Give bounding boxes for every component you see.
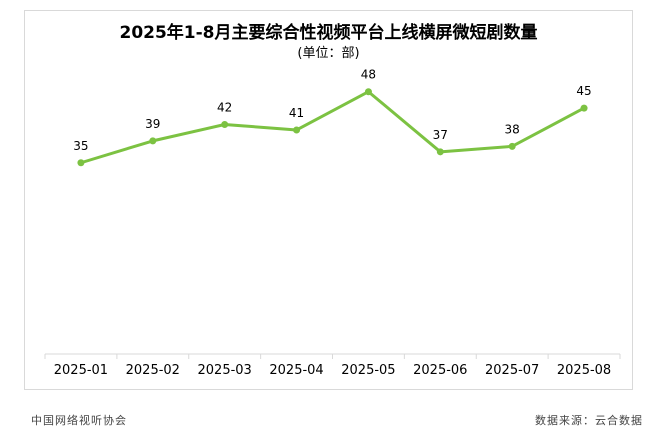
data-label: 39 [145, 117, 160, 131]
series-line [80, 90, 585, 165]
data-point [364, 88, 372, 96]
data-point [221, 121, 229, 128]
data-label: 37 [433, 128, 448, 142]
chart-frame [24, 10, 633, 390]
data-point [508, 142, 516, 150]
data-label: 38 [505, 122, 520, 136]
data-label: 35 [73, 139, 88, 153]
chart-subtitle: (单位：部) [297, 46, 360, 61]
data-label: 41 [289, 106, 304, 120]
data-label: 42 [217, 101, 232, 115]
data-point [293, 126, 301, 134]
x-tick-label: 2025-04 [269, 363, 323, 378]
footer-organization: 中国网络视听协会 [31, 414, 127, 427]
footer-source: 数据来源：云合数据 [535, 414, 643, 427]
data-point [77, 159, 85, 167]
x-tick-label: 2025-08 [557, 363, 611, 378]
data-point [580, 104, 588, 112]
x-tick-label: 2025-07 [485, 363, 539, 378]
x-tick-label: 2025-05 [341, 363, 395, 378]
data-point [436, 148, 444, 156]
data-point [149, 137, 157, 145]
data-label: 48 [361, 68, 376, 82]
x-tick-label: 2025-06 [413, 363, 467, 378]
x-tick-label: 2025-03 [198, 363, 252, 378]
data-label: 45 [576, 84, 591, 98]
chart-title: 2025年1-8月主要综合性视频平台上线横屏微短剧数量 [119, 23, 538, 43]
x-tick-label: 2025-02 [126, 363, 180, 378]
x-tick-label: 2025-01 [54, 363, 108, 378]
